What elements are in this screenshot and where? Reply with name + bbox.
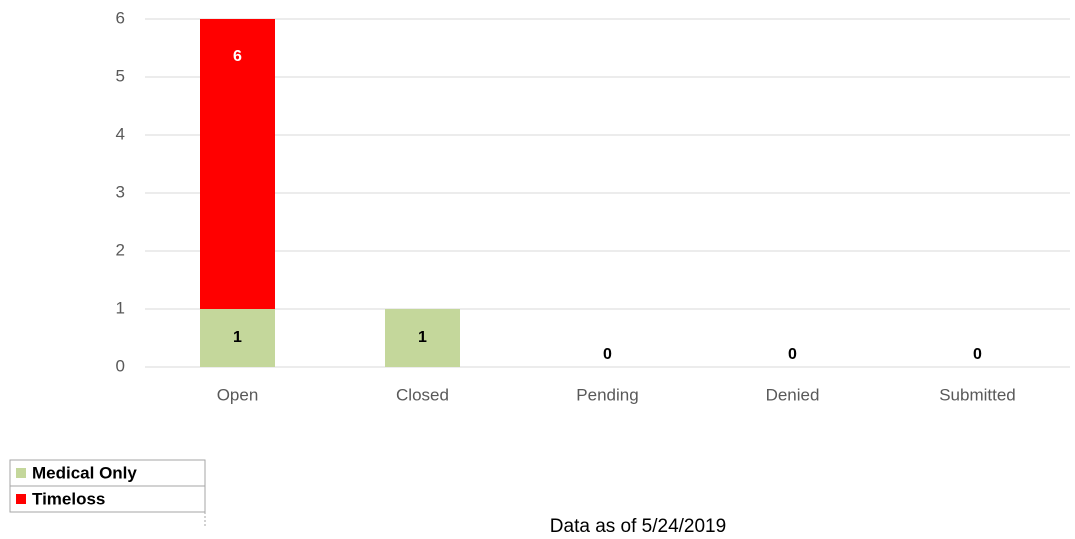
bar <box>200 309 275 367</box>
y-tick-label: 5 <box>116 66 125 85</box>
data-label: 0 <box>973 346 982 363</box>
x-tick-label: Submitted <box>939 385 1016 404</box>
legend-swatch <box>16 494 26 504</box>
x-tick-label: Denied <box>766 385 820 404</box>
y-tick-label: 2 <box>116 240 125 259</box>
legend-label: Medical Only <box>32 463 137 482</box>
data-label: 1 <box>418 329 427 346</box>
data-label: 6 <box>233 48 242 65</box>
data-label: 0 <box>603 346 612 363</box>
y-tick-label: 4 <box>116 124 125 143</box>
legend-row <box>9 485 206 513</box>
bar <box>385 309 460 367</box>
x-tick-label: Pending <box>576 385 638 404</box>
data-label: 0 <box>788 346 797 363</box>
y-tick-label: 3 <box>116 182 125 201</box>
y-tick-label: 1 <box>116 298 125 317</box>
y-tick-label: 6 <box>116 8 125 27</box>
data-date-note: Data as of 5/24/2019 <box>550 516 726 537</box>
y-tick-label: 0 <box>116 356 125 375</box>
x-tick-label: Open <box>217 385 259 404</box>
legend-swatch <box>16 468 26 478</box>
x-tick-label: Closed <box>396 385 449 404</box>
data-label: 1 <box>233 329 242 346</box>
legend-label: Timeloss <box>32 489 105 508</box>
